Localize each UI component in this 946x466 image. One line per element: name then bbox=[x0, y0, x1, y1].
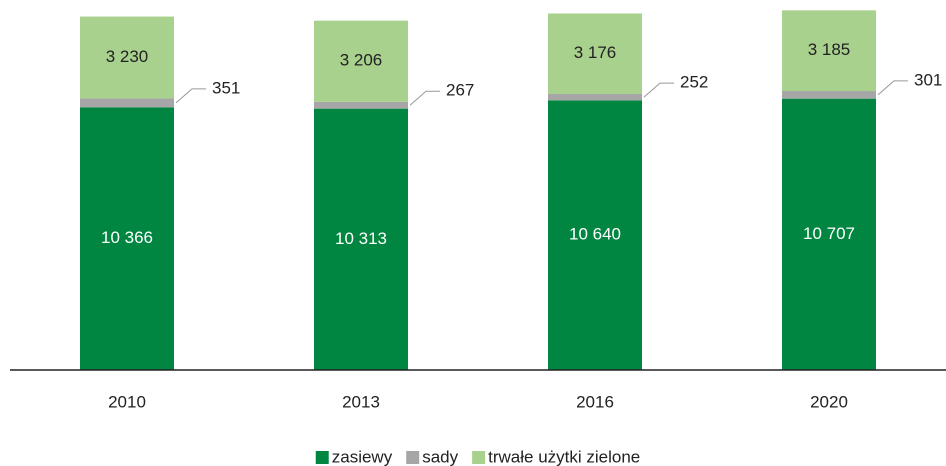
data-label: 351 bbox=[212, 78, 240, 97]
data-label: 3 185 bbox=[808, 40, 851, 59]
bar-segment bbox=[80, 107, 174, 371]
legend: zasiewy sady trwałe użytki zielone bbox=[315, 447, 640, 466]
bar-segment bbox=[314, 101, 408, 109]
data-label: 3 176 bbox=[574, 43, 617, 62]
leader-line bbox=[409, 90, 440, 106]
data-label: 267 bbox=[446, 81, 474, 100]
legend-label: zasiewy bbox=[332, 447, 393, 466]
legend-swatch bbox=[315, 451, 329, 464]
x-tick-label: 2020 bbox=[810, 392, 848, 411]
legend-swatch bbox=[406, 451, 420, 464]
bar-segment bbox=[782, 98, 876, 371]
bar-segment bbox=[314, 20, 408, 102]
x-tick-label: 2013 bbox=[342, 392, 380, 411]
bar-segment bbox=[782, 91, 876, 99]
leader-line bbox=[175, 88, 206, 104]
bar-segment bbox=[80, 98, 174, 108]
bar-segment bbox=[80, 16, 174, 99]
leader-line bbox=[643, 82, 674, 98]
data-label: 3 206 bbox=[340, 51, 383, 70]
bar-segment bbox=[782, 10, 876, 92]
data-label: 10 366 bbox=[101, 228, 153, 247]
leader-line bbox=[877, 80, 908, 96]
legend-label: trwałe użytki zielone bbox=[488, 447, 640, 466]
x-tick-label: 2010 bbox=[108, 392, 146, 411]
data-label: 10 707 bbox=[803, 224, 855, 243]
x-tick-label: 2016 bbox=[576, 392, 614, 411]
legend-swatch bbox=[472, 451, 486, 464]
legend-label: sady bbox=[422, 447, 458, 466]
bar-segment bbox=[314, 108, 408, 370]
data-label: 301 bbox=[914, 70, 942, 89]
data-label: 3 230 bbox=[106, 47, 149, 66]
data-label: 252 bbox=[680, 73, 708, 92]
bar-segment bbox=[548, 93, 642, 101]
bar-segment bbox=[548, 13, 642, 94]
data-label: 10 640 bbox=[569, 225, 621, 244]
bar-segment bbox=[548, 100, 642, 370]
data-label: 10 313 bbox=[335, 229, 387, 248]
